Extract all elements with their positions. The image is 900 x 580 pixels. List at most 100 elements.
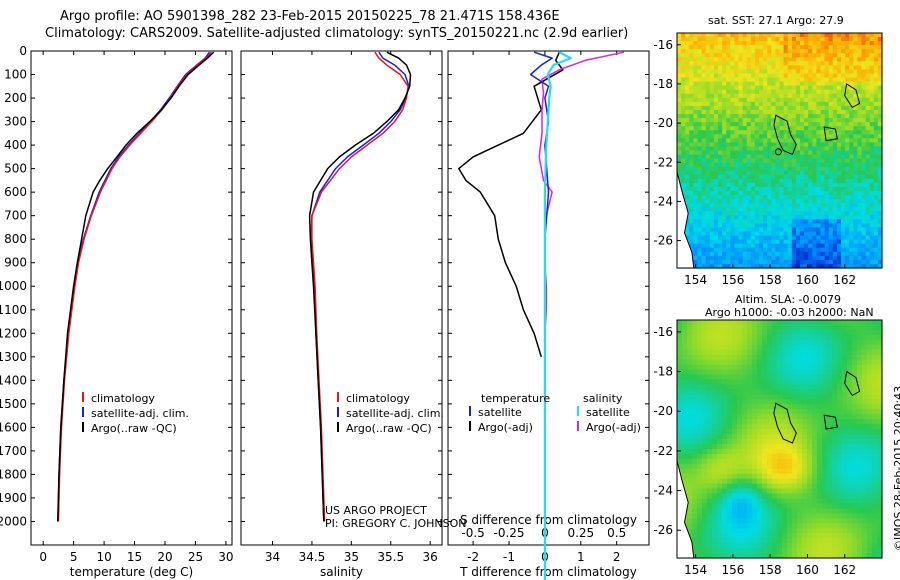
x-tick-label-secondary: -0.5: [461, 526, 484, 540]
y-tick-label: 1900: [0, 491, 27, 505]
map-x-tick-label: 162: [833, 273, 856, 287]
x-tick-label: 36: [423, 550, 438, 564]
legend-label: satellite: [586, 406, 630, 419]
x-axis-label: salinity: [320, 565, 363, 579]
pi-label: PI: GREGORY C. JOHNSON: [325, 517, 467, 530]
y-tick-label: 1200: [0, 326, 27, 340]
y-tick-label: 200: [4, 91, 27, 105]
map-y-tick-label: -16: [653, 38, 673, 52]
y-tick-label: 700: [4, 209, 27, 223]
series-line-satellite: [543, 51, 572, 580]
series-line-argo--adj-: [458, 51, 564, 358]
y-tick-label: 600: [4, 185, 27, 199]
map-frame: [676, 319, 883, 559]
reef-outline: [773, 402, 797, 444]
plot-frame: [30, 50, 233, 546]
imos-credit: ©IMOS 28-Feb-2015 20:40:43: [892, 385, 900, 551]
profile-panel-1: 0 5 10 15 20 25 30 temperature (deg C) 0 100 200 30…: [0, 44, 234, 579]
y-tick-label: 1000: [0, 279, 27, 293]
y-tick-label: 900: [4, 256, 27, 270]
profile-panel-3: -2 -1 0 1 2T difference from climatology-0.5…: [447, 50, 650, 580]
y-tick-label: 1400: [0, 373, 27, 387]
map-x-tick-label: 162: [833, 563, 856, 577]
x-tick-label: 25: [188, 550, 203, 564]
legend-label: satellite-adj. clim.: [346, 407, 444, 420]
sst-map: 154 156 158 160 162 -16 -18 -20 -22 -24 -26: [653, 32, 883, 287]
map-y-tick-label: -20: [653, 404, 673, 418]
map-y-tick-label: -22: [653, 444, 673, 458]
map-y-tick-label: -26: [653, 234, 673, 248]
project-label: US ARGO PROJECT: [325, 504, 427, 517]
y-tick-label: 1300: [0, 350, 27, 364]
y-tick-label: 1500: [0, 397, 27, 411]
x-axis-label-secondary: S difference from climatology: [460, 513, 637, 527]
plot-frame: [240, 50, 443, 546]
legend-label: Argo(-adj): [478, 421, 533, 434]
x-tick-label: 35: [344, 550, 359, 564]
map-x-tick-label: 154: [684, 563, 707, 577]
map-x-tick-label: 156: [721, 273, 744, 287]
legend-label: satellite: [478, 406, 522, 419]
x-tick-label: 10: [96, 550, 111, 564]
x-tick-label: -2: [467, 550, 479, 564]
map-y-tick-label: -16: [653, 325, 673, 339]
sla-map-title-line-2: Argo h1000: -0.03 h2000: NaN: [705, 306, 874, 319]
legend-label: satellite-adj. clim.: [91, 407, 189, 420]
sla-map-title-line-1: Altim. SLA: -0.0079: [735, 293, 842, 306]
x-tick-label: 34: [265, 550, 280, 564]
legend-label: climatology: [346, 392, 410, 405]
series-line-argo---raw--qc-: [308, 51, 412, 522]
plot-frame: [447, 50, 650, 546]
y-tick-label: 100: [4, 68, 27, 82]
sst-map-title: sat. SST: 27.1 Argo: 27.9: [708, 14, 844, 27]
y-tick-label: 1600: [0, 420, 27, 434]
map-y-tick-label: -22: [653, 155, 673, 169]
x-axis-label: temperature (deg C): [70, 565, 193, 579]
x-tick-label: 34.5: [299, 550, 326, 564]
reef-outline: [844, 83, 861, 109]
legend-title-temperature: temperature: [481, 392, 550, 405]
y-tick-label: 2000: [0, 514, 27, 528]
argo-position-marker: [774, 148, 782, 156]
map-x-tick-label: 160: [796, 563, 819, 577]
map-x-tick-label: 154: [684, 273, 707, 287]
x-tick-label: -1: [503, 550, 515, 564]
legend-label: Argo(..raw -QC): [346, 422, 432, 435]
y-tick-label: 500: [4, 162, 27, 176]
x-tick-label: 2: [613, 550, 621, 564]
map-x-tick-label: 158: [759, 273, 782, 287]
map-raster: [677, 33, 883, 269]
map-raster: [677, 320, 883, 559]
x-axis-label: T difference from climatology: [459, 565, 637, 579]
x-tick-label-secondary: 0.25: [567, 526, 594, 540]
map-x-tick-label: 158: [759, 563, 782, 577]
sla-map: 154 156 158 160 162 -16 -18 -20 -22 -24 -26: [653, 319, 883, 577]
x-tick-label: 1: [577, 550, 585, 564]
series-line-argo---raw--qc-: [57, 51, 215, 522]
y-tick-label: 300: [4, 115, 27, 129]
reef-outline: [823, 126, 838, 142]
reef-outline: [823, 414, 838, 430]
map-y-tick-label: -24: [653, 194, 673, 208]
x-tick-label: 35.5: [377, 550, 404, 564]
y-tick-label: 0: [19, 44, 27, 58]
y-tick-label: 1100: [0, 303, 27, 317]
y-tick-label: 400: [4, 138, 27, 152]
x-tick-label: 30: [218, 550, 233, 564]
map-y-tick-label: -26: [653, 523, 673, 537]
reef-outline: [773, 114, 797, 156]
legend-title-salinity: salinity: [583, 392, 623, 405]
map-x-tick-label: 156: [721, 563, 744, 577]
reef-outline: [844, 370, 861, 397]
x-tick-label: 0: [39, 550, 47, 564]
profile-panel-2: 34 34.5 35 35.5 36 salinity climatology satelli…: [240, 50, 444, 579]
legend-label: Argo(-adj): [586, 421, 641, 434]
map-y-tick-label: -18: [653, 365, 673, 379]
x-tick-label-secondary: -0.25: [493, 526, 524, 540]
legend-label: Argo(..raw -QC): [91, 422, 177, 435]
x-tick-label: 20: [157, 550, 172, 564]
y-tick-label: 1700: [0, 444, 27, 458]
x-tick-label: 5: [70, 550, 78, 564]
x-tick-label: 15: [127, 550, 142, 564]
